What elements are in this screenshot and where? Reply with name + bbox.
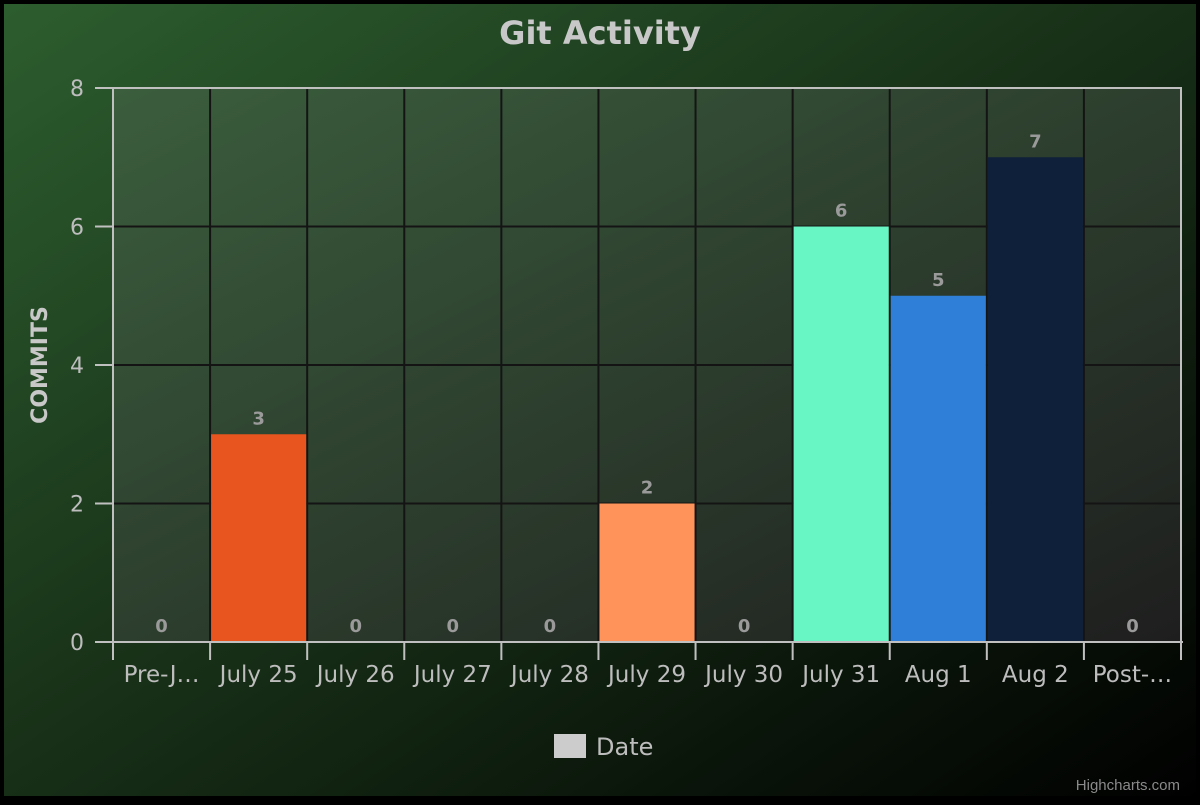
legend-swatch-date[interactable] [554,734,586,758]
x-tick-label: July 30 [703,662,783,688]
y-axis-label: COMMITS [28,306,53,424]
chart-title: Git Activity [499,14,701,52]
bar-july-31[interactable] [793,226,889,643]
y-tick-label: 6 [70,216,84,241]
data-label: 2 [641,478,654,499]
x-tick-label: Aug 2 [1002,662,1069,688]
data-label: 0 [447,616,460,637]
x-tick-label: July 29 [606,662,686,688]
bar-july-25[interactable] [211,434,307,642]
x-axis-ticks: Pre-J… July 25 July 26 July 27 July 28 July 2… [124,662,1173,688]
x-tick-label: July 28 [509,662,589,688]
data-labels: 0 3 0 0 0 2 0 6 5 7 0 [155,131,1138,637]
y-tick-label: 8 [70,77,84,102]
legend[interactable]: Date [554,733,653,761]
data-label: 5 [932,270,945,291]
data-label: 3 [252,408,265,429]
data-label: 0 [738,616,751,637]
data-label: 0 [544,616,557,637]
x-tick-label: July 27 [412,662,492,688]
bar-july-29[interactable] [599,503,695,643]
bar-aug-2[interactable] [987,157,1083,642]
x-tick-label: Pre-J… [124,662,200,688]
x-tick-label: July 31 [800,662,880,688]
x-tick-label: July 25 [218,662,298,688]
data-label: 0 [349,616,362,637]
y-axis-ticks: 0 2 4 6 8 [70,77,113,656]
legend-label-date[interactable]: Date [596,733,653,761]
data-label: 0 [1126,616,1139,637]
data-label: 0 [155,616,168,637]
x-tick-label: Aug 1 [905,662,972,688]
bar-series [211,157,1083,642]
x-tick-label: Post-… [1093,662,1172,688]
y-tick-label: 2 [70,493,84,518]
y-tick-label: 4 [70,354,84,379]
credits-link[interactable]: Highcharts.com [1076,777,1180,794]
y-tick-label: 0 [70,631,84,656]
data-label: 6 [835,201,848,222]
bar-aug-1[interactable] [890,295,986,642]
x-tick-label: July 26 [315,662,395,688]
data-label: 7 [1029,131,1042,152]
